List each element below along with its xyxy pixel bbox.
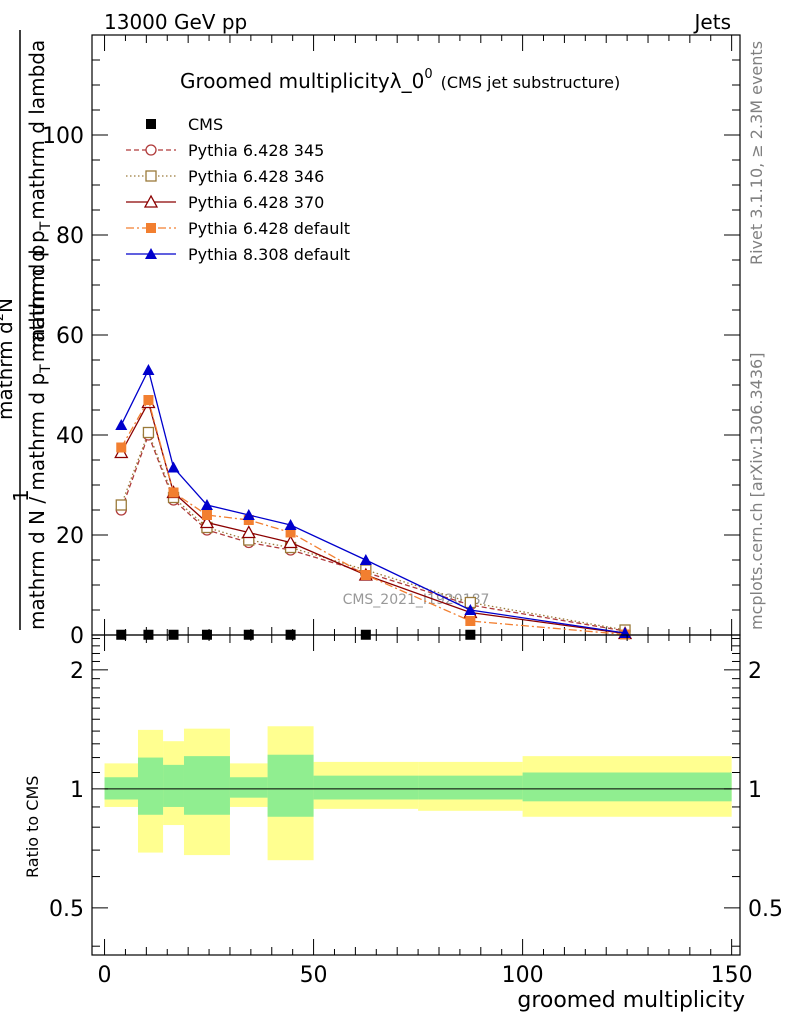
data-point (360, 570, 371, 580)
data-point (115, 419, 128, 430)
ratio-band-inner (522, 772, 732, 802)
legend-marker (146, 223, 156, 233)
ratio-ytick-label: 0.5 (49, 897, 84, 922)
ratio-band-inner (163, 764, 184, 807)
legend-marker (146, 119, 156, 129)
ratio-ytick-label-right: 1 (748, 778, 762, 803)
ratio-band-inner (183, 756, 230, 815)
data-point (142, 364, 155, 375)
data-point (241, 525, 256, 539)
data-point (283, 535, 298, 549)
series-line (120, 398, 626, 636)
ratio-xtick-label: 0 (98, 963, 112, 988)
ratio-ytick-label-right: 2 (748, 659, 762, 684)
main-ytick-label: 60 (56, 324, 84, 349)
plot-title-sup: 0 (424, 67, 432, 82)
legend-label: Pythia 6.428 346 (188, 167, 324, 186)
ratio-frame-border (91, 634, 741, 956)
ratio-xtick-label: 100 (502, 963, 544, 988)
energy-label: 13000 GeV pp (104, 10, 247, 34)
ratio-band-inner (229, 777, 268, 798)
series-line (120, 430, 626, 631)
data-point (116, 442, 127, 453)
ratio-ytick-label: 2 (70, 659, 84, 684)
legend-label: Pythia 8.308 default (188, 245, 350, 264)
data-point (142, 426, 155, 439)
ratio-band-inner (267, 754, 314, 817)
main-ytick-label: 80 (56, 224, 84, 249)
data-point (201, 510, 212, 520)
ratio-band-inner (418, 775, 523, 800)
ratio-plot-area: 0 50 100 150 0.5 0.5 1 1 2 2 (49, 634, 783, 988)
ratio-ylabel: Ratio to CMS (23, 776, 42, 878)
legend-label: Pythia 6.428 default (188, 219, 350, 238)
legend: CMS Pythia 6.428 345 Pythia 6.428 346 Pythi… (126, 115, 350, 264)
legend-entry: Pythia 8.308 default (126, 245, 350, 264)
legend-entry: Pythia 6.428 346 (126, 167, 324, 186)
plot-title-sub: (CMS jet substructure) (441, 73, 621, 92)
side-text-bottom: mcplots.cern.ch [arXiv:1306.3436] (747, 353, 766, 630)
data-point (143, 395, 154, 405)
ratio-xtick-label: 50 (300, 963, 328, 988)
data-point (242, 509, 255, 520)
main-ylabel-prefix: 1 (9, 489, 33, 502)
ratio-ytick-label: 1 (70, 778, 84, 803)
data-point (465, 616, 476, 626)
legend-marker (143, 194, 159, 208)
ratio-ytick-label-right: 0.5 (748, 897, 783, 922)
legend-marker (145, 248, 157, 259)
legend-label: CMS (188, 115, 223, 134)
main-ylabel-numerator: mathrm d2N (0, 298, 17, 420)
legend-entry: Pythia 6.428 default (126, 219, 350, 238)
data-point (168, 487, 179, 498)
xlabel: groomed multiplicity (517, 988, 745, 1013)
data-point (464, 604, 477, 615)
watermark: CMS_2021_I1920187 (343, 592, 490, 608)
side-text-top: Rivet 3.1.10, ≥ 2.3M events (747, 41, 766, 265)
main-ylabel-denominator: mathrm d N / mathrm d pTmathrm d p (25, 245, 54, 630)
data-point (199, 515, 215, 529)
category-label: Jets (693, 10, 731, 34)
legend-marker (145, 144, 157, 156)
legend-marker (145, 170, 157, 182)
ratio-band-inner (313, 775, 419, 800)
ratio-band-inner (137, 757, 164, 815)
legend-entry: CMS (146, 115, 223, 134)
legend-label: Pythia 6.428 345 (188, 141, 324, 160)
main-ylabel: 1 mathrm d N / mathrm d pTmathrm d p mat… (0, 30, 54, 630)
main-ytick-label: 100 (42, 124, 84, 149)
legend-entry: Pythia 6.428 370 (126, 193, 324, 212)
data-point (115, 499, 127, 511)
main-ytick-label-zero: 0 (70, 624, 84, 649)
data-point (284, 519, 297, 530)
data-point (359, 554, 372, 565)
data-point (285, 527, 296, 538)
main-ytick-label: 40 (56, 424, 84, 449)
plot-title: Groomed multiplicityλ_00 (CMS jet substru… (180, 67, 620, 93)
plot-title-main: Groomed multiplicityλ_0 (180, 69, 424, 93)
legend-entry: Pythia 6.428 345 (126, 141, 324, 160)
main-ylabel-numerator2: mathrm d pTmathrm d lambda (25, 40, 54, 348)
legend-label: Pythia 6.428 370 (188, 193, 324, 212)
main-ytick-label: 20 (56, 524, 84, 549)
data-point (167, 461, 180, 473)
data-point (200, 499, 213, 510)
ratio-xtick-label: 150 (711, 963, 753, 988)
series-pythia-8-308-default (115, 364, 632, 638)
